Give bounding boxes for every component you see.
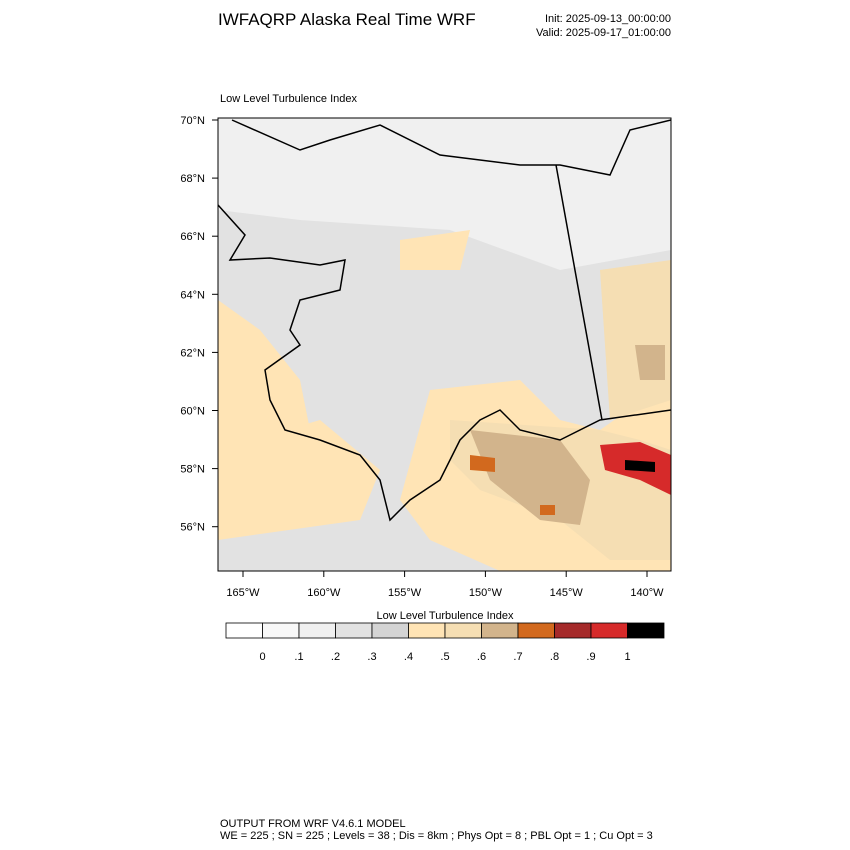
colorbar-box (225, 622, 263, 639)
lon-label: 155°W (388, 587, 422, 599)
lat-label: 66°N (180, 231, 205, 243)
lat-label: 56°N (180, 522, 205, 534)
colorbar-box (335, 622, 373, 639)
map-title: Low Level Turbulence Index (220, 93, 357, 105)
colorbar-box (444, 622, 482, 639)
colorbar-box (627, 622, 665, 639)
colorbar-box (590, 622, 628, 639)
lon-label: 145°W (550, 587, 584, 599)
lon-label: 140°W (630, 587, 664, 599)
colorbar-label: .3 (367, 651, 376, 663)
colorbar-label: .9 (586, 651, 595, 663)
colorbar-title: Low Level Turbulence Index (377, 610, 514, 622)
title: IWFAQRP Alaska Real Time WRF (218, 10, 476, 29)
lat-label: 68°N (180, 173, 205, 185)
colorbar-box (554, 622, 592, 639)
colorbar-label: .2 (331, 651, 340, 663)
colorbar-label: .5 (440, 651, 449, 663)
colorbar-label: .8 (550, 651, 559, 663)
colorbar-box (517, 622, 555, 639)
colorbar-box (262, 622, 300, 639)
map-frame (217, 117, 672, 572)
colorbar-label: 1 (624, 651, 630, 663)
lat-label: 70°N (180, 115, 205, 127)
lat-label: 62°N (180, 347, 205, 359)
colorbar-label: .1 (294, 651, 303, 663)
map-field (218, 118, 671, 571)
footer-line: OUTPUT FROM WRF V4.6.1 MODEL (220, 818, 406, 830)
lon-label: 160°W (307, 587, 341, 599)
lon-label: 150°W (469, 587, 503, 599)
colorbar-label: .7 (513, 651, 522, 663)
lat-label: 64°N (180, 289, 205, 301)
colorbar-label: 0 (259, 651, 265, 663)
colorbar-box (481, 622, 519, 639)
init-time: Init: 2025-09-13_00:00:00 (545, 13, 671, 25)
lon-label: 165°W (226, 587, 260, 599)
colorbar-box (408, 622, 446, 639)
colorbar-label: .6 (477, 651, 486, 663)
footer-line: WE = 225 ; SN = 225 ; Levels = 38 ; Dis … (220, 830, 653, 842)
colorbar-label: .4 (404, 651, 413, 663)
valid-time: Valid: 2025-09-17_01:00:00 (536, 27, 671, 39)
lat-label: 58°N (180, 464, 205, 476)
colorbar-box (371, 622, 409, 639)
lat-label: 60°N (180, 406, 205, 418)
colorbar-box (298, 622, 336, 639)
